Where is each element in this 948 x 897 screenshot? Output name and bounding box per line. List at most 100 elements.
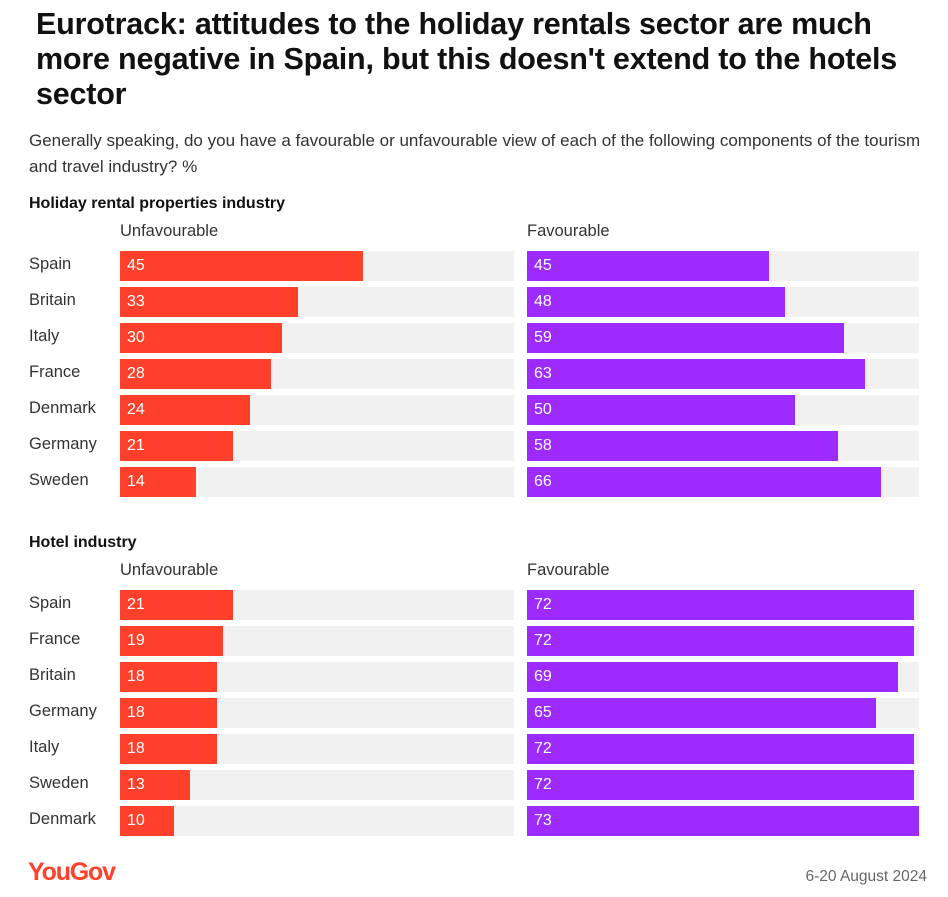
data-label: 65 bbox=[534, 704, 552, 721]
bar-track: 65 bbox=[527, 698, 919, 728]
data-label: 69 bbox=[534, 668, 552, 685]
bar-track: 45 bbox=[527, 251, 919, 281]
data-label: 24 bbox=[127, 401, 145, 418]
favourable-bar: 45 bbox=[527, 251, 769, 281]
favourable-bar: 59 bbox=[527, 323, 844, 353]
favourable-bar: 73 bbox=[527, 806, 919, 836]
country-label: Denmark bbox=[29, 399, 96, 417]
unfavourable-bar: 24 bbox=[120, 395, 250, 425]
favourable-bar: 50 bbox=[527, 395, 796, 425]
country-label: Italy bbox=[29, 327, 60, 345]
favourable-bar: 66 bbox=[527, 467, 882, 497]
bar-track: 59 bbox=[527, 323, 919, 353]
bar-track: 13 bbox=[120, 770, 514, 800]
data-label: 19 bbox=[127, 632, 145, 649]
bar-track: 33 bbox=[120, 287, 514, 317]
unfavourable-bar: 18 bbox=[120, 734, 218, 764]
bar-track: 72 bbox=[527, 770, 919, 800]
bar-track: 24 bbox=[120, 395, 514, 425]
bar-track: 72 bbox=[527, 626, 919, 656]
section-title: Hotel industry bbox=[29, 534, 137, 551]
country-label: Britain bbox=[29, 291, 76, 309]
bar-track: 18 bbox=[120, 662, 514, 692]
favourable-bar: 69 bbox=[527, 662, 898, 692]
favourable-bar: 48 bbox=[527, 287, 785, 317]
unfavourable-bar: 10 bbox=[120, 806, 174, 836]
unfavourable-header: Unfavourable bbox=[120, 561, 219, 579]
data-label: 14 bbox=[127, 473, 145, 490]
data-label: 48 bbox=[534, 293, 552, 310]
bar-track: 69 bbox=[527, 662, 919, 692]
data-label: 66 bbox=[534, 473, 552, 490]
data-label: 21 bbox=[127, 437, 145, 454]
country-label: Sweden bbox=[29, 774, 89, 792]
bar-track: 10 bbox=[120, 806, 514, 836]
data-label: 63 bbox=[534, 365, 552, 382]
fieldwork-date: 6-20 August 2024 bbox=[805, 868, 927, 885]
yougov-logo: YouGov bbox=[28, 858, 116, 886]
chart-subtitle: Generally speaking, do you have a favour… bbox=[29, 131, 921, 176]
country-label: Denmark bbox=[29, 810, 96, 828]
data-label: 10 bbox=[127, 812, 145, 829]
unfavourable-bar: 30 bbox=[120, 323, 282, 353]
bar-track: 50 bbox=[527, 395, 919, 425]
data-label: 73 bbox=[534, 812, 552, 829]
unfavourable-bar: 18 bbox=[120, 698, 218, 728]
bar-track: 19 bbox=[120, 626, 514, 656]
bar-track: 73 bbox=[527, 806, 919, 836]
favourable-bar: 63 bbox=[527, 359, 866, 389]
data-label: 72 bbox=[534, 632, 552, 649]
favourable-bar: 65 bbox=[527, 698, 877, 728]
bar-track: 72 bbox=[527, 734, 919, 764]
country-label: France bbox=[29, 363, 81, 381]
bar-track: 58 bbox=[527, 431, 919, 461]
bar-track: 18 bbox=[120, 698, 514, 728]
country-label: Spain bbox=[29, 255, 72, 273]
country-label: Britain bbox=[29, 666, 76, 684]
bar-track: 21 bbox=[120, 431, 514, 461]
section-title: Holiday rental properties industry bbox=[29, 195, 286, 212]
bar-track: 45 bbox=[120, 251, 514, 281]
favourable-bar: 72 bbox=[527, 734, 914, 764]
country-label: Sweden bbox=[29, 471, 89, 489]
bar-track: 48 bbox=[527, 287, 919, 317]
unfavourable-bar: 21 bbox=[120, 431, 234, 461]
data-label: 45 bbox=[534, 257, 552, 274]
data-label: 45 bbox=[127, 257, 145, 274]
bar-track: 21 bbox=[120, 590, 514, 620]
favourable-bar: 58 bbox=[527, 431, 839, 461]
chart-title: Eurotrack: attitudes to the holiday rent… bbox=[36, 7, 898, 111]
data-label: 18 bbox=[127, 704, 145, 721]
unfavourable-bar: 45 bbox=[120, 251, 363, 281]
unfavourable-bar: 19 bbox=[120, 626, 223, 656]
unfavourable-bar: 18 bbox=[120, 662, 218, 692]
unfavourable-bar: 33 bbox=[120, 287, 299, 317]
data-label: 21 bbox=[127, 596, 145, 613]
data-label: 30 bbox=[127, 329, 145, 346]
data-label: 18 bbox=[127, 668, 145, 685]
unfavourable-bar: 28 bbox=[120, 359, 272, 389]
unfavourable-bar: 21 bbox=[120, 590, 234, 620]
bar-track: 14 bbox=[120, 467, 514, 497]
data-label: 28 bbox=[127, 365, 145, 382]
country-label: France bbox=[29, 630, 81, 648]
data-label: 72 bbox=[534, 596, 552, 613]
data-label: 72 bbox=[534, 776, 552, 793]
country-label: Germany bbox=[29, 435, 97, 453]
data-label: 50 bbox=[534, 401, 552, 418]
bar-track: 18 bbox=[120, 734, 514, 764]
favourable-header: Favourable bbox=[527, 561, 610, 579]
data-label: 18 bbox=[127, 740, 145, 757]
bar-track: 28 bbox=[120, 359, 514, 389]
data-label: 33 bbox=[127, 293, 145, 310]
unfavourable-bar: 13 bbox=[120, 770, 191, 800]
bar-track: 30 bbox=[120, 323, 514, 353]
bar-track: 63 bbox=[527, 359, 919, 389]
favourable-bar: 72 bbox=[527, 626, 914, 656]
bar-track: 66 bbox=[527, 467, 919, 497]
country-label: Germany bbox=[29, 702, 97, 720]
data-label: 72 bbox=[534, 740, 552, 757]
country-label: Italy bbox=[29, 738, 60, 756]
bar-track: 72 bbox=[527, 590, 919, 620]
favourable-bar: 72 bbox=[527, 590, 914, 620]
